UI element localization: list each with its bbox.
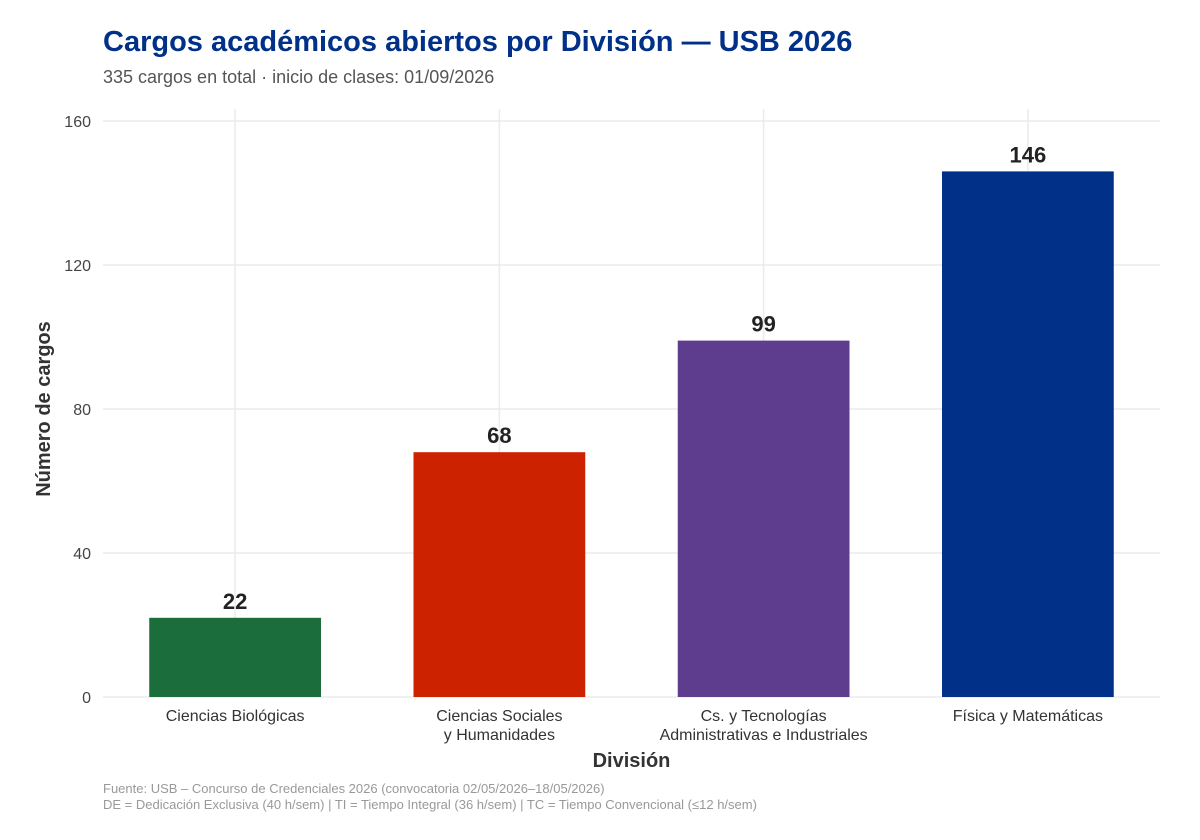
y-axis-title: Número de cargos	[33, 321, 55, 497]
chart-subtitle: 335 cargos en total · inicio de clases: …	[103, 67, 495, 87]
bar-value-label: 68	[487, 423, 511, 448]
chart-caption-legend: DE = Dedicación Exclusiva (40 h/sem) | T…	[103, 797, 757, 812]
y-tick-label: 40	[73, 546, 91, 563]
bar	[413, 452, 586, 697]
x-tick-label: Cs. y Tecnologías	[701, 708, 827, 725]
bar	[941, 171, 1114, 697]
chart-caption-source: Fuente: USB – Concurso de Credenciales 2…	[103, 781, 605, 796]
x-tick-label: Administrativas e Industriales	[660, 727, 868, 744]
y-tick-label: 120	[64, 258, 91, 275]
bar-value-label: 146	[1010, 142, 1047, 167]
x-tick-label: y Humanidades	[444, 727, 555, 744]
bar	[149, 617, 322, 697]
y-tick-label: 160	[64, 114, 91, 131]
chart-title: Cargos académicos abiertos por División …	[103, 26, 853, 58]
y-tick-label: 0	[82, 690, 91, 707]
x-tick-label: Ciencias Biológicas	[166, 708, 305, 725]
bar	[677, 340, 850, 697]
x-tick-label: Física y Matemáticas	[953, 708, 1103, 725]
bar-value-label: 99	[751, 312, 775, 337]
bar-value-label: 22	[223, 589, 247, 614]
y-tick-label: 80	[73, 402, 91, 419]
x-tick-label: Ciencias Sociales	[436, 708, 562, 725]
x-axis-title: División	[593, 750, 671, 772]
